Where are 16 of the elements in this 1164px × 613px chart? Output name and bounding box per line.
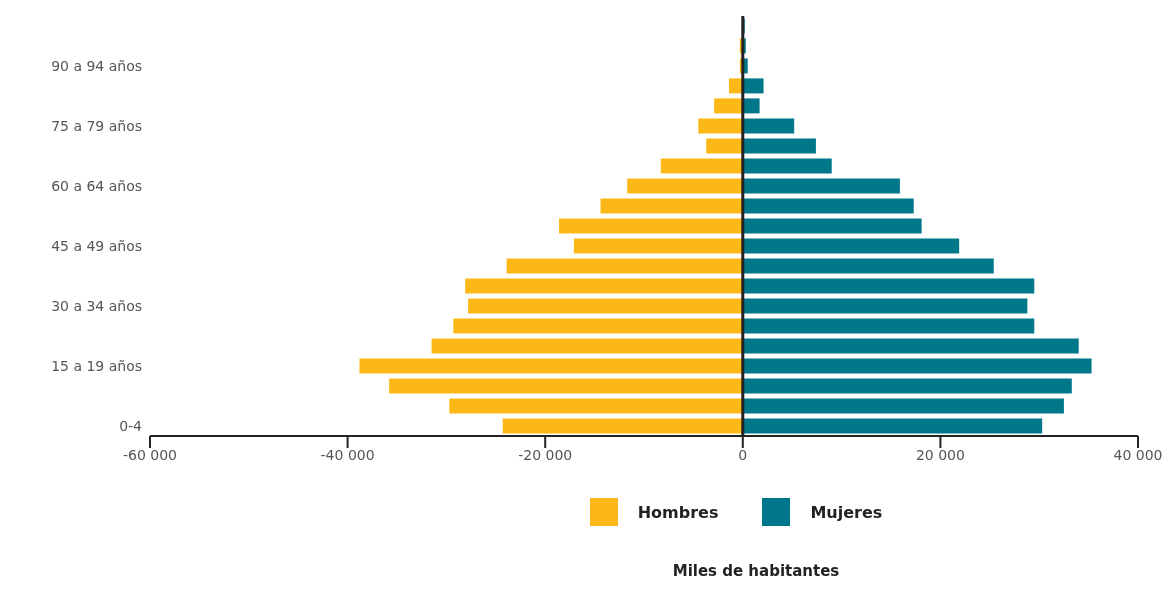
x-tick-label: -40 000 bbox=[320, 446, 375, 463]
y-tick-label: 60 a 64 años bbox=[51, 177, 142, 194]
y-tick-label: 15 a 19 años bbox=[51, 357, 142, 374]
x-tick-label: 20 000 bbox=[915, 446, 965, 463]
y-tick-label: 30 a 34 años bbox=[51, 297, 142, 314]
y-tick-label: 0-4 bbox=[119, 417, 143, 434]
text: Miles de habitantes bbox=[671, 562, 841, 580]
legend-label: Hombres bbox=[637, 502, 719, 522]
x-tick-label: -60 000 bbox=[122, 446, 178, 463]
y-tick-label: 90 a 94 años bbox=[51, 57, 142, 74]
x-tick-label: -20 000 bbox=[518, 446, 573, 463]
y-tick-label: 45 a 49 años bbox=[51, 237, 142, 254]
legend-label: Mujeres bbox=[810, 502, 883, 522]
y-tick-label: 75 a 79 años bbox=[51, 117, 142, 134]
x-tick-label: 40 000 bbox=[1113, 446, 1163, 463]
x-tick-label: 0 bbox=[738, 446, 748, 463]
